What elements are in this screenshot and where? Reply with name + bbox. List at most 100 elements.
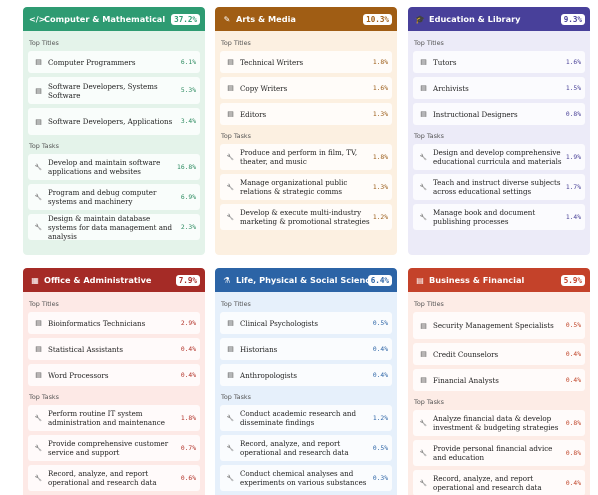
card-title: Life, Physical & Social Science (236, 275, 368, 285)
title-item[interactable]: ▤ Editors 1.3% (220, 103, 392, 125)
top-tasks-label: Top Tasks (221, 132, 251, 140)
task-item[interactable]: 🔧 Record, analyze, and report operational… (413, 470, 585, 495)
title-item[interactable]: ▤ Software Developers, Applications 3.4% (28, 108, 200, 135)
task-label: Program and debug computer systems and m… (48, 188, 157, 206)
task-item[interactable]: 🔧 Perform routine IT system administratio… (28, 405, 200, 431)
title-label: Software Developers, Systems Software (48, 81, 158, 100)
title-item[interactable]: ▤ Bioinformatics Technicians 2.9% (28, 312, 200, 334)
document-icon: ▤ (35, 345, 42, 353)
document-icon: ▤ (420, 350, 427, 358)
task-label: Provide comprehensive customer service a… (48, 439, 169, 457)
title-percent: 6.1% (180, 58, 196, 66)
title-percent: 1.5% (565, 84, 581, 92)
wrench-icon: 🔧 (419, 213, 428, 221)
title-item[interactable]: ▤ Archivists 1.5% (413, 77, 585, 99)
title-percent: 0.5% (565, 322, 581, 329)
title-item[interactable]: ▤ Computer Programmers 6.1% (28, 51, 200, 73)
task-item[interactable]: 🔧 Record, analyze, and report operational… (28, 465, 200, 491)
task-percent: 2.3% (180, 223, 196, 231)
title-percent: 1.3% (372, 110, 388, 118)
title-label: Historians (240, 344, 278, 354)
task-item[interactable]: 🔧 Design & maintain database systems for … (28, 213, 200, 241)
document-icon: ▤ (420, 321, 427, 330)
top-tasks-label: Top Tasks (414, 398, 444, 406)
task-label: Develop & execute multi-industry marketi… (240, 208, 370, 226)
share-badge: 5.9% (560, 274, 585, 286)
briefcase-icon: ▤ (416, 275, 424, 285)
title-percent: 0.4% (372, 345, 388, 353)
wrench-icon: 🔧 (226, 474, 235, 482)
title-item[interactable]: ▤ Technical Writers 1.8% (220, 51, 392, 73)
title-item[interactable]: ▤ Anthropologists 0.4% (220, 364, 392, 386)
title-item[interactable]: ▤ Statistical Assistants 0.4% (28, 338, 200, 360)
document-icon: ▤ (227, 371, 234, 379)
document-icon: ▤ (420, 58, 427, 66)
title-item[interactable]: ▤ Word Processors 0.4% (28, 364, 200, 386)
task-item[interactable]: 🔧 Analyze financial data & develop invest… (413, 410, 585, 436)
wrench-icon: 🔧 (34, 474, 43, 482)
document-icon: ▤ (35, 117, 42, 126)
wrench-icon: 🔧 (419, 449, 428, 457)
task-item[interactable]: 🔧 Produce and perform in film, TV, theate… (220, 144, 392, 170)
title-item[interactable]: ▤ Instructional Designers 0.8% (413, 103, 585, 125)
task-item[interactable]: 🔧 Conduct academic research and dissemina… (220, 405, 392, 431)
task-item[interactable]: 🔧 Develop and maintain software applicati… (28, 154, 200, 180)
title-label: Instructional Designers (433, 109, 518, 119)
task-label: Record, analyze, and report operational … (240, 439, 349, 457)
document-icon: ▤ (35, 319, 42, 327)
card-header: ▦ Office & Administrative 7.9% (23, 268, 205, 292)
card-body: Top Titles ▤ Security Management Specialis… (408, 292, 590, 495)
task-percent: 1.2% (372, 414, 388, 422)
title-item[interactable]: ▤ Copy Writers 1.6% (220, 77, 392, 99)
task-label: Design & maintain database systems for d… (48, 213, 173, 241)
title-percent: 0.4% (180, 345, 196, 353)
title-percent: 1.8% (372, 58, 388, 66)
task-item[interactable]: 🔧 Provide comprehensive customer service … (28, 435, 200, 461)
task-label: Analyze financial data & develop investm… (433, 414, 559, 432)
card-header: </> Computer & Mathematical 37.2% (23, 7, 205, 31)
task-item[interactable]: 🔧 Provide personal financial advice and e… (413, 440, 585, 466)
card-title: Office & Administrative (44, 275, 152, 285)
wrench-icon: 🔧 (226, 183, 235, 191)
document-icon: ▤ (35, 86, 42, 95)
task-item[interactable]: 🔧 Record, analyze, and report operational… (220, 435, 392, 461)
title-label: Archivists (433, 83, 469, 93)
title-percent: 0.4% (180, 371, 196, 379)
wrench-icon: 🔧 (34, 444, 43, 452)
title-item[interactable]: ▤ Financial Analysts 0.4% (413, 369, 585, 391)
top-tasks-label: Top Tasks (29, 393, 59, 401)
title-label: Security Management Specialists (433, 321, 554, 330)
task-item[interactable]: 🔧 Teach and instruct diverse subjects acr… (413, 174, 585, 200)
task-item[interactable]: 🔧 Conduct chemical analyses and experimen… (220, 465, 392, 491)
task-item[interactable]: 🔧 Design and develop comprehensive educat… (413, 144, 585, 170)
category-card-life-physical-social-science: ⚗ Life, Physical & Social Science 6.4% Top … (215, 268, 397, 495)
title-percent: 5.3% (180, 87, 196, 94)
document-icon: ▤ (35, 371, 42, 379)
title-label: Anthropologists (240, 370, 298, 380)
building-icon: ▦ (31, 275, 39, 285)
top-titles-label: Top Titles (221, 39, 251, 47)
title-label: Clinical Psychologists (240, 318, 319, 328)
task-label: Manage book and document publishing proc… (433, 208, 536, 226)
title-item[interactable]: ▤ Historians 0.4% (220, 338, 392, 360)
title-percent: 1.6% (565, 58, 581, 66)
code-icon: </> (29, 14, 46, 24)
title-item[interactable]: ▤ Credit Counselors 0.4% (413, 343, 585, 365)
task-percent: 0.7% (180, 444, 196, 452)
title-item[interactable]: ▤ Clinical Psychologists 0.5% (220, 312, 392, 334)
task-label: Provide personal financial advice and ed… (433, 444, 553, 462)
task-item[interactable]: 🔧 Manage organizational public relations … (220, 174, 392, 200)
task-item[interactable]: 🔧 Develop & execute multi-industry market… (220, 204, 392, 230)
document-icon: ▤ (35, 58, 42, 66)
title-item[interactable]: ▤ Security Management Specialists 0.5% (413, 312, 585, 339)
brush-icon: ✎ (223, 14, 231, 24)
task-percent: 0.4% (565, 479, 581, 487)
title-item[interactable]: ▤ Software Developers, Systems Software 5.… (28, 77, 200, 104)
task-item[interactable]: 🔧 Manage book and document publishing pro… (413, 204, 585, 230)
title-item[interactable]: ▤ Tutors 1.6% (413, 51, 585, 73)
task-label: Conduct chemical analyses and experiment… (240, 469, 367, 487)
task-percent: 0.5% (372, 444, 388, 452)
card-body: Top Titles ▤ Technical Writers 1.8% ▤ Copy Wr… (215, 31, 397, 240)
card-title: Business & Financial (429, 275, 525, 285)
task-item[interactable]: 🔧 Program and debug computer systems and … (28, 184, 200, 210)
